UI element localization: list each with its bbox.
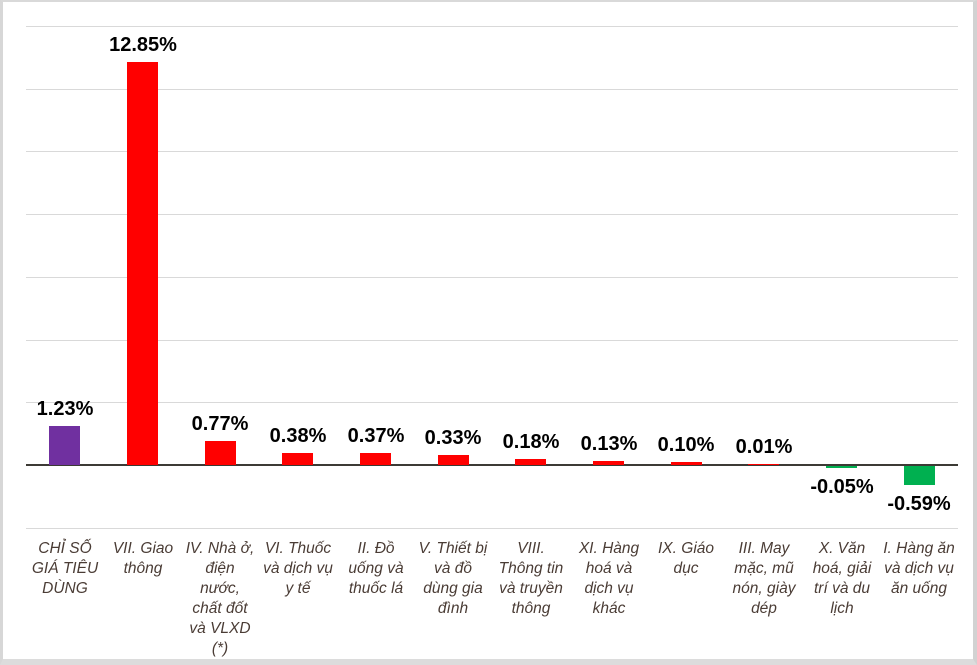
gridline: [26, 151, 958, 152]
gridline: [26, 214, 958, 215]
value-label: 1.23%: [36, 398, 94, 420]
category-label: VIII. Thông tin và truyền thông: [498, 540, 564, 617]
gridline: [26, 26, 958, 27]
category-label: CHỈ SỐ GIÁ TIÊU DÙNG: [31, 540, 99, 597]
gridline: [26, 89, 958, 90]
bar: [127, 62, 158, 465]
value-label: 0.33%: [424, 427, 482, 449]
bar: [593, 461, 624, 465]
bar-chart: 1.23% CHỈ SỐ GIÁ TIÊU DÙNG 12.85% VII. Giao…: [3, 2, 973, 659]
bar: [904, 466, 935, 485]
bar: [438, 455, 469, 465]
category-label: VII. Giao thông: [112, 540, 174, 577]
category-label: VI. Thuốc và dịch vụ y tế: [263, 540, 333, 597]
bar: [49, 426, 80, 465]
value-label: 12.85%: [109, 34, 177, 56]
bar: [671, 462, 702, 465]
value-label: -0.59%: [887, 493, 951, 515]
gridline: [26, 277, 958, 278]
category-label: X. Văn hoá, giải trí và du lịch: [812, 540, 872, 617]
gridline: [26, 402, 958, 403]
value-label: 0.37%: [347, 425, 405, 447]
gridline: [26, 340, 958, 341]
bar: [515, 459, 546, 465]
category-label: II. Đồ uống và thuốc lá: [348, 540, 404, 597]
category-label: IX. Giáo dục: [658, 540, 714, 577]
category-label: IV. Nhà ở, điện nước, chất đốt và VLXD (…: [185, 540, 255, 657]
bar: [748, 464, 779, 465]
value-label: 0.38%: [269, 425, 327, 447]
value-label: 0.77%: [191, 413, 249, 435]
value-label: -0.05%: [810, 476, 874, 498]
bar: [282, 453, 313, 465]
value-label: 0.18%: [502, 431, 560, 453]
category-label: III. May mặc, mũ nón, giày dép: [732, 540, 796, 617]
category-label: XI. Hàng hoá và dịch vụ khác: [578, 540, 640, 617]
bar: [360, 453, 391, 465]
value-label: 0.10%: [657, 434, 715, 456]
gridline: [26, 528, 958, 529]
value-label: 0.13%: [580, 433, 638, 455]
bar: [205, 441, 236, 465]
category-label: I. Hàng ăn và dịch vụ ăn uống: [883, 540, 955, 597]
bar: [826, 466, 857, 468]
category-label: V. Thiết bị và đồ dùng gia đình: [418, 540, 488, 617]
x-axis-line: [26, 464, 958, 466]
value-label: 0.01%: [735, 436, 793, 458]
